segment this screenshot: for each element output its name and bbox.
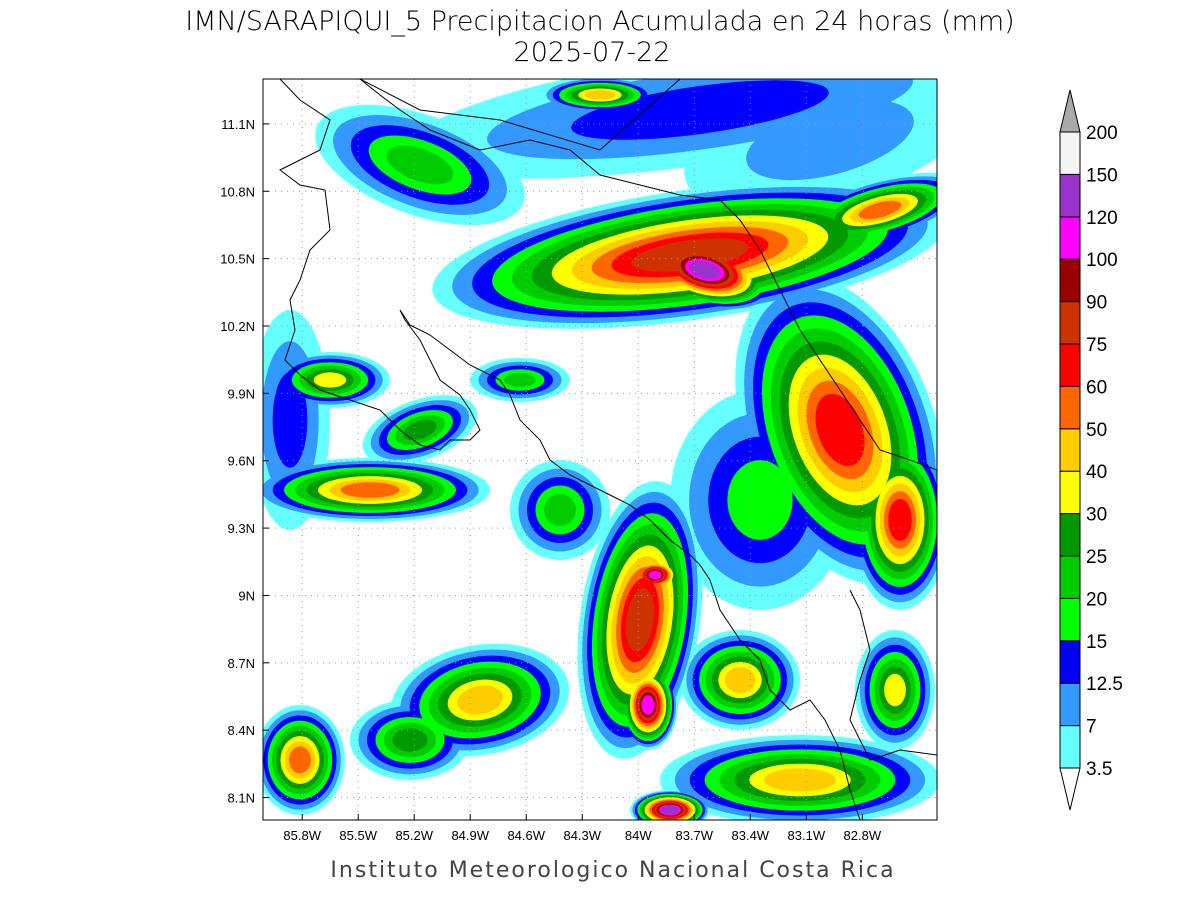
colorbar-box — [1059, 725, 1081, 769]
y-tick-label: 10.2N — [220, 319, 255, 334]
colorbar-label: 50 — [1086, 420, 1107, 441]
x-tick-label: 84.3W — [563, 828, 601, 843]
coastline-pacific-central — [399, 309, 861, 820]
rain-contour — [625, 588, 655, 652]
rain-contour — [386, 145, 454, 185]
coastline-pacific-north — [279, 79, 481, 451]
border-nicaragua — [359, 79, 681, 151]
y-tick-label: 9N — [238, 588, 255, 603]
rain-contour — [884, 673, 906, 707]
colorbar-box — [1059, 682, 1081, 727]
rain-contour — [571, 80, 829, 140]
y-tick-label: 10.5N — [220, 252, 255, 267]
rain-contour — [641, 695, 655, 715]
colorbar-over — [1059, 89, 1081, 133]
colorbar-label: 25 — [1086, 547, 1107, 568]
x-tick-label: 84.6W — [507, 828, 545, 843]
x-tick-label: 84W — [625, 828, 652, 843]
y-tick-label: 9.9N — [228, 386, 255, 401]
y-tick-label: 9.6N — [228, 454, 255, 469]
rain-contour — [764, 768, 836, 792]
colorbar-box — [1059, 216, 1081, 260]
colorbar-label: 12.5 — [1086, 674, 1123, 695]
rain-contour — [727, 460, 793, 540]
rain-contour — [648, 570, 662, 580]
colorbar-box — [1059, 131, 1081, 175]
rain-contour — [340, 482, 400, 498]
colorbar-box — [1059, 428, 1081, 472]
colorbar-box — [1059, 555, 1081, 599]
map-frame — [262, 78, 938, 821]
colorbar-label: 120 — [1086, 208, 1118, 229]
y-tick-label: 8.4N — [228, 723, 255, 738]
rain-contour — [888, 498, 912, 542]
y-tick-label: 11.1N — [221, 117, 255, 132]
subtitle: 2025-07-22 — [514, 37, 671, 68]
colorbar-label: 40 — [1086, 462, 1107, 483]
border-panama — [849, 589, 937, 761]
footer: Instituto Meteorologico Nacional Costa R… — [330, 858, 895, 883]
colorbar-box — [1059, 640, 1081, 684]
title: IMN/SARAPIQUI_5 Precipitacion Acumulada … — [185, 6, 1014, 37]
colorbar-label: 15 — [1086, 632, 1107, 653]
coastline-caribbean — [359, 79, 937, 471]
colorbar-under — [1059, 767, 1081, 811]
rain-contour — [313, 372, 347, 388]
colorbar-label: 90 — [1086, 293, 1107, 314]
coastline — [279, 79, 937, 820]
rain-contour — [746, 99, 914, 181]
rain-contour — [858, 200, 902, 220]
colorbar-box — [1059, 385, 1081, 430]
colorbar-box — [1059, 301, 1081, 345]
colorbar-label: 200 — [1086, 123, 1118, 144]
axes: 85.8W 85.5W 85.2W 84.9W 84.6W 84.3W 84W 83.7W 83… — [220, 117, 882, 843]
grid — [263, 79, 937, 820]
x-tick-label: 83.1W — [788, 828, 826, 843]
x-tick-label: 85.5W — [339, 828, 377, 843]
colorbar-box — [1059, 343, 1081, 387]
colorbar-label: 60 — [1086, 377, 1107, 398]
colorbar-box — [1059, 597, 1081, 642]
colorbar-box — [1059, 258, 1081, 303]
colorbar-label: 3.5 — [1086, 759, 1112, 780]
colorbar-label: 30 — [1086, 505, 1107, 526]
x-tick-label: 85.8W — [283, 828, 321, 843]
rain-contour — [584, 90, 616, 100]
rain-contour — [724, 667, 756, 693]
x-tick-label: 82.8W — [844, 828, 882, 843]
colorbar-box — [1059, 470, 1081, 515]
rain-contour — [661, 805, 679, 815]
x-tick-label: 83.4W — [732, 828, 770, 843]
colorbar-label: 75 — [1086, 335, 1107, 356]
x-tick-label: 83.7W — [675, 828, 713, 843]
rain-contour — [815, 393, 865, 467]
colorbar-label: 100 — [1086, 250, 1118, 271]
y-tick-label: 10.8N — [220, 184, 255, 199]
rain-contour — [289, 746, 311, 774]
rain-contour — [392, 728, 428, 752]
y-tick-label: 8.7N — [228, 656, 255, 671]
colorbar-label: 20 — [1086, 589, 1107, 610]
colorbar: 3.5 7 12.5 15 20 25 30 40 50 60 75 90 100 120 150 200 — [1059, 89, 1123, 811]
colorbar-label: 7 — [1086, 717, 1097, 738]
x-tick-label: 85.2W — [395, 828, 433, 843]
colorbar-box — [1059, 173, 1081, 218]
x-tick-label: 84.9W — [451, 828, 489, 843]
colorbar-box — [1059, 513, 1081, 557]
colorbar-label: 150 — [1086, 165, 1118, 186]
rain-contour — [272, 372, 308, 468]
rain-contour — [457, 685, 503, 715]
rain-contour — [403, 419, 437, 441]
rain-contour — [689, 261, 721, 279]
rain-contour — [544, 494, 576, 526]
precipitation-field — [263, 79, 937, 820]
y-tick-label: 8.1N — [228, 791, 255, 806]
y-tick-label: 9.3N — [228, 521, 255, 536]
rain-contour — [504, 372, 536, 388]
